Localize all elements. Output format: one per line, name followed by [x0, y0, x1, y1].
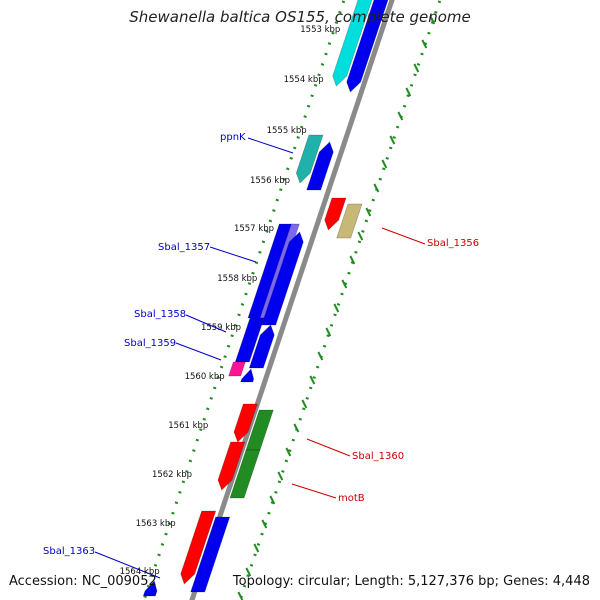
reverse-tick-mark — [389, 135, 396, 145]
backbone-line — [189, 0, 395, 600]
tick-track-group — [142, 0, 442, 600]
gene-red-2 — [217, 441, 246, 491]
kbp-tick-label: 1556 kbp — [250, 176, 290, 186]
label-leader-sbal-1363 — [94, 551, 161, 579]
gene-label-sbal-1363[interactable]: Sbal_1363 — [43, 546, 95, 557]
gene-label-sbal-1356[interactable]: Sbal_1356 — [427, 238, 479, 249]
reverse-tick-mark — [421, 39, 428, 49]
topology-text: Topology: circular; Length: 5,127,376 bp… — [232, 574, 590, 589]
reverse-tick-mark — [269, 495, 276, 505]
kbp-tick-label: 1554 kbp — [284, 75, 324, 85]
reverse-tick-track — [238, 0, 442, 600]
reverse-tick-mark — [301, 399, 308, 409]
gene-red-3 — [180, 510, 217, 585]
kbp-tick-label: 1555 kbp — [267, 126, 307, 136]
gene-label-sbal-1358[interactable]: Sbal_1358 — [134, 309, 186, 320]
reverse-tick-mark — [397, 111, 404, 121]
kbp-tick-label: 1564 kbp — [120, 567, 160, 577]
gene-labels-group: ppnK Sbal_1357 Sbal_1358 Sbal_1359 Sbal_1363… — [43, 132, 479, 579]
kbp-tick-label: 1553 kbp — [300, 25, 340, 35]
label-leader-sbal-1360 — [306, 438, 351, 457]
gene-label-motb[interactable]: motB — [338, 493, 365, 504]
kbp-ticks-group: 1553 kbp 1554 kbp 1555 kbp 1556 kbp 1557 kbp… — [120, 25, 341, 577]
reverse-tick-mark — [429, 15, 436, 25]
kbp-tick-label: 1563 kbp — [136, 519, 176, 529]
kbp-tick-label: 1557 kbp — [234, 224, 274, 234]
gene-blue-2 — [306, 141, 334, 191]
reverse-tick-mark — [365, 207, 372, 217]
gene-motb — [229, 449, 261, 499]
gene-sbal-1360 — [233, 403, 258, 443]
label-leader-sbal-1357 — [209, 246, 257, 263]
kbp-tick-label: 1562 kbp — [152, 470, 192, 480]
reverse-tick-mark — [381, 159, 388, 169]
reverse-tick-mark — [413, 63, 420, 73]
gene-blue-3 — [261, 231, 304, 326]
label-leader-sbal-1356 — [381, 227, 426, 245]
gene-label-sbal-1359[interactable]: Sbal_1359 — [124, 338, 176, 349]
reverse-tick-mark — [261, 519, 268, 529]
kbp-tick-label: 1559 kbp — [201, 323, 241, 333]
reverse-tick-mark — [237, 591, 244, 600]
reverse-tick-mark — [317, 351, 324, 361]
gene-sbal-1356a — [324, 197, 347, 231]
reverse-tick-mark — [277, 471, 284, 481]
gene-sbal-1363 — [142, 580, 158, 597]
reverse-tick-mark — [349, 255, 356, 265]
gene-blue-4 — [248, 324, 275, 369]
reverse-tick-mark — [253, 543, 260, 553]
gene-label-sbal-1360[interactable]: Sbal_1360 — [352, 451, 404, 462]
reverse-tick-mark — [405, 87, 412, 97]
gene-label-sbal-1357[interactable]: Sbal_1357 — [158, 242, 210, 253]
label-leader-motb — [291, 483, 337, 499]
gene-cyan-1 — [332, 0, 373, 87]
gene-blue-1 — [346, 0, 389, 93]
forward-tick-track — [142, 0, 346, 600]
gene-ppnk — [295, 134, 324, 184]
accession-text: Accession: NC_009052 — [9, 574, 157, 589]
genes-group — [142, 0, 389, 597]
reverse-tick-mark — [245, 567, 252, 577]
reverse-tick-mark — [325, 327, 332, 337]
label-leader-sbal-1358 — [185, 314, 227, 333]
kbp-tick-label: 1560 kbp — [185, 372, 225, 382]
reverse-tick-mark — [333, 303, 340, 313]
gene-label-ppnK[interactable]: ppnK — [220, 132, 246, 143]
label-leader-sbal-1359 — [175, 342, 222, 361]
label-leader-ppnK — [247, 137, 294, 154]
gene-blue-5 — [240, 368, 255, 383]
reverse-tick-mark — [293, 423, 300, 433]
map-title: Shewanella baltica OS155, complete genom… — [129, 8, 471, 26]
gene-sbal-1358 — [234, 317, 265, 363]
kbp-tick-label: 1561 kbp — [168, 421, 208, 431]
reverse-tick-mark — [341, 279, 348, 289]
reverse-tick-mark — [309, 375, 316, 385]
gene-blue-6 — [190, 516, 231, 593]
gene-sbal-1356b — [336, 203, 363, 239]
gene-sbal-1359 — [228, 361, 246, 377]
reverse-tick-mark — [285, 447, 292, 457]
reverse-tick-mark — [373, 183, 380, 193]
backbone-highlight — [195, 0, 399, 600]
kbp-tick-label: 1558 kbp — [217, 274, 257, 284]
reverse-tick-mark — [357, 231, 364, 241]
backbone-group — [189, 0, 399, 600]
